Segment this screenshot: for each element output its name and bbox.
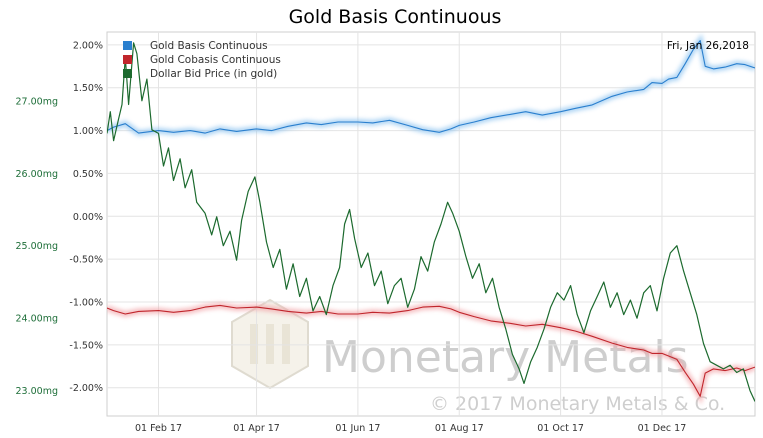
watermark-brand: Monetary Metals	[322, 332, 689, 383]
series-line-gold-basis	[107, 40, 755, 134]
left-axis-tick-label: 25.00mg	[16, 241, 58, 252]
right-axis-tick-label: 1.50%	[73, 83, 103, 94]
watermark: Monetary Metals © 2017 Monetary Metals &…	[231, 298, 725, 415]
watermark-copyright: © 2017 Monetary Metals & Co.	[430, 393, 725, 415]
left-axis-tick-label: 24.00mg	[16, 314, 58, 325]
left-axis-tick-label: 26.00mg	[16, 169, 58, 180]
legend-swatch-gold-cobasis	[123, 55, 132, 64]
series-line-gold-cobasis	[107, 304, 755, 397]
right-axis: -2.00% -1.50% -1.00% -0.50% 0.00% 0.50% 1.00% 1…	[69, 40, 103, 394]
legend-label-dollar-bid-price: Dollar Bid Price (in gold)	[150, 68, 277, 80]
date-label: Fri, Jan 26,2018	[667, 40, 749, 52]
right-axis-tick-label: 0.00%	[73, 212, 103, 223]
right-axis-tick-label: 1.00%	[73, 126, 103, 137]
monetary-metals-logo-icon	[231, 298, 309, 390]
legend-swatch-dollar-bid-price	[123, 69, 132, 78]
legend-label-gold-cobasis: Gold Cobasis Continuous	[150, 54, 281, 66]
right-axis-tick-label: -2.00%	[69, 383, 103, 394]
right-axis-tick-label: 2.00%	[73, 40, 103, 51]
x-axis-tick-label: 01 Dec 17	[638, 423, 687, 434]
series-layer	[107, 33, 755, 405]
series-line-dollar-bid-price	[107, 42, 755, 402]
right-axis-tick-label: -1.50%	[69, 340, 103, 351]
right-axis-tick-label: -0.50%	[69, 255, 103, 266]
chart-title: Gold Basis Continuous	[289, 6, 502, 28]
right-axis-tick-label: -1.00%	[69, 298, 103, 309]
left-axis-tick-label: 27.00mg	[16, 96, 58, 107]
x-axis-tick-label: 01 Jun 17	[335, 423, 380, 434]
x-axis-tick-label: 01 Feb 17	[135, 423, 182, 434]
legend: Gold Basis Continuous Gold Cobasis Conti…	[123, 40, 281, 80]
x-axis-tick-label: 01 Aug 17	[435, 423, 484, 434]
left-axis-tick-label: 23.00mg	[16, 386, 58, 397]
legend-label-gold-basis: Gold Basis Continuous	[150, 40, 268, 52]
x-axis: 01 Feb 17 01 Apr 17 01 Jun 17 01 Aug 17 01 O…	[135, 423, 686, 434]
x-axis-tick-label: 01 Apr 17	[233, 423, 280, 434]
legend-swatch-gold-basis	[123, 41, 132, 50]
left-axis: 23.00mg 24.00mg 25.00mg 26.00mg 27.00mg	[16, 96, 58, 397]
x-axis-tick-label: 01 Oct 17	[537, 423, 584, 434]
right-axis-tick-label: 0.50%	[73, 169, 103, 180]
